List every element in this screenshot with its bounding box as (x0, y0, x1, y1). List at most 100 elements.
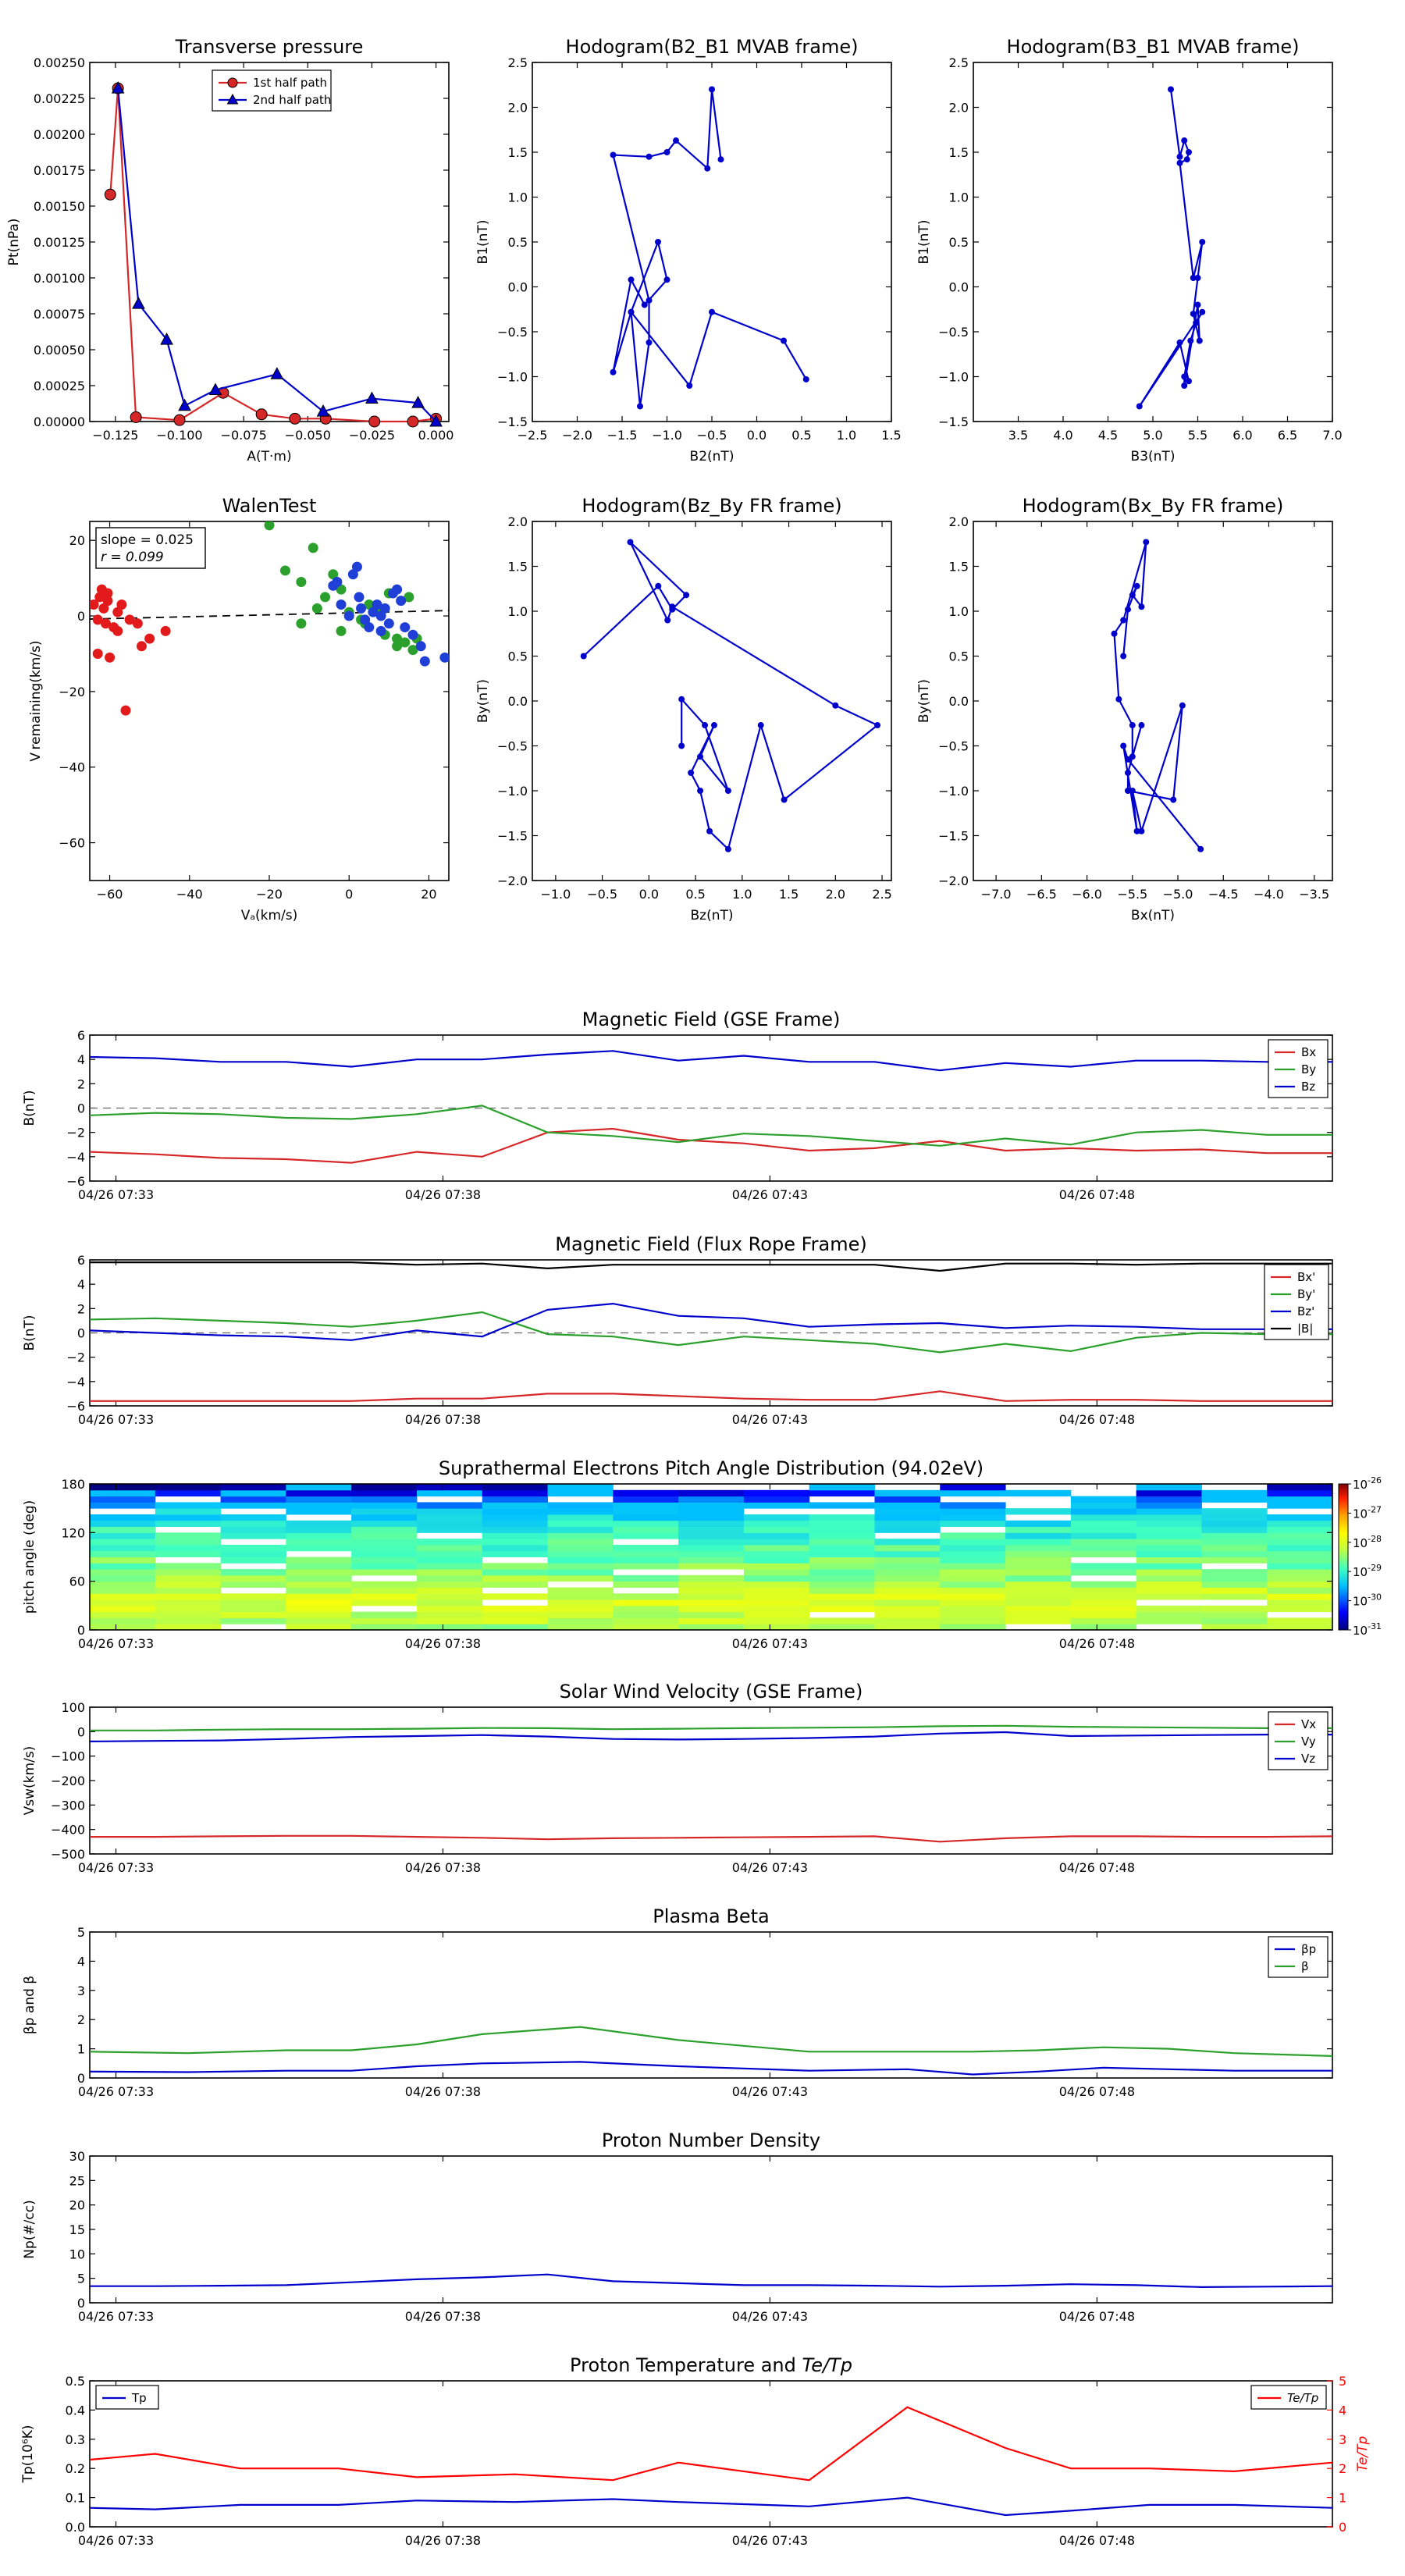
heatmap-cell (90, 1532, 156, 1539)
data-point (1186, 149, 1192, 155)
heatmap-cell (482, 1489, 549, 1497)
heatmap-cell (1136, 1496, 1202, 1503)
heatmap-cell (678, 1624, 745, 1631)
heatmap-cell (743, 1599, 810, 1606)
y-tick-label: 0.0 (66, 2520, 85, 2535)
colorbar-exponent: -28 (1368, 1534, 1382, 1544)
x-tick-label: −4.0 (1254, 887, 1284, 902)
heatmap-cell (482, 1508, 549, 1515)
heatmap-cell (874, 1611, 941, 1618)
heatmap-cell (90, 1539, 156, 1546)
data-point (1194, 275, 1201, 281)
heatmap-cell (90, 1574, 156, 1582)
heatmap-cell (90, 1599, 156, 1606)
heatmap-cell (1267, 1574, 1333, 1582)
heatmap-cell (482, 1605, 549, 1613)
legend-label: Tp (131, 2391, 147, 2405)
heatmap-cell (1201, 1508, 1268, 1515)
y-tick-label: −6 (66, 1399, 85, 1414)
x-tick-label: −0.5 (697, 428, 727, 443)
heatmap-cell (155, 1544, 222, 1552)
heatmap-cell (220, 1514, 286, 1521)
heatmap-cell (1136, 1557, 1202, 1564)
x-tick-label: 04/26 07:43 (732, 2084, 808, 2099)
heatmap-cell (1070, 1508, 1137, 1515)
panel-proton-number-density: Proton Number Density 0 5 10 15 20 25 30 04/26 0… (22, 2129, 1333, 2324)
heatmap-cell (1136, 1484, 1202, 1491)
heatmap-cell (1136, 1520, 1202, 1528)
data-point (1138, 722, 1145, 729)
x-tick-label: 04/26 07:43 (732, 2533, 808, 2548)
series-line (90, 1390, 1332, 1402)
heatmap-cell (286, 1599, 352, 1606)
chart-title: Plasma Beta (653, 1905, 769, 1927)
y-tick-label: 1.5 (508, 145, 528, 160)
heatmap-cell (1070, 1605, 1137, 1613)
heatmap-cell (1201, 1496, 1268, 1503)
annotation-text: r = 0.099 (101, 550, 164, 565)
y-axis-label: V remaining(km/s) (28, 640, 44, 761)
heatmap-cell (613, 1520, 679, 1528)
heatmap-cell (220, 1569, 286, 1576)
y-axis-label: Tp(10⁶K) (20, 2425, 36, 2483)
data-point (874, 722, 881, 729)
legend-marker (227, 77, 238, 88)
heatmap-cell (482, 1581, 549, 1588)
heatmap-cell (547, 1593, 614, 1600)
x-tick-label: 5.0 (1143, 428, 1162, 443)
heatmap-cell (482, 1611, 549, 1618)
y-tick-label: −20 (59, 685, 85, 699)
heatmap-cell (809, 1574, 875, 1582)
legend-label: Vx (1301, 1717, 1316, 1731)
y-tick-label: 100 (61, 1700, 85, 1715)
heatmap-cell (220, 1617, 286, 1624)
y-tick-label: −1.0 (497, 784, 528, 799)
y-axis-label: By(nT) (916, 679, 932, 723)
heatmap-cell (1070, 1550, 1137, 1557)
heatmap-cell (940, 1587, 1006, 1594)
heatmap-cell (940, 1617, 1006, 1624)
heatmap-cell (1267, 1514, 1333, 1521)
heatmap-cell (940, 1557, 1006, 1564)
heatmap-cell (1267, 1557, 1333, 1564)
scatter-point (116, 600, 127, 610)
heatmap-cell (1201, 1617, 1268, 1624)
scatter-point (328, 569, 339, 580)
y-tick-label: −2 (66, 1126, 85, 1140)
y-tick-label: 0.00025 (34, 379, 85, 393)
data-point (709, 308, 715, 315)
x-tick-label: 04/26 07:48 (1059, 1636, 1135, 1651)
heatmap-cell (155, 1599, 222, 1606)
data-point (1124, 788, 1131, 794)
heatmap-cell (482, 1550, 549, 1557)
heatmap-cell (155, 1624, 222, 1631)
y-tick-label: −1.5 (938, 829, 969, 844)
heatmap-cell (547, 1587, 614, 1594)
heatmap-cell (613, 1502, 679, 1509)
scatter-point (296, 576, 307, 587)
heatmap-cell (482, 1593, 549, 1600)
y-tick-label: 0.00050 (34, 343, 85, 358)
y-tick-label: 1.5 (508, 560, 528, 575)
x-tick-label: 3.5 (1008, 428, 1028, 443)
scatter-point (296, 618, 307, 629)
scatter-point (160, 625, 171, 636)
scatter-point (132, 618, 143, 629)
y-tick-label: 1.0 (949, 190, 969, 205)
scatter-point (343, 610, 354, 621)
heatmap-cell (1005, 1581, 1072, 1588)
heatmap-cell (351, 1557, 418, 1564)
heatmap-cell (1201, 1514, 1268, 1521)
scatter-point (407, 645, 418, 656)
chart-title: Hodogram(B3_B1 MVAB frame) (1007, 36, 1300, 58)
heatmap-cell (90, 1484, 156, 1491)
y-tick-label: 0.00075 (34, 307, 85, 322)
data-point (1183, 156, 1190, 163)
heatmap-cell (1070, 1599, 1137, 1606)
walen-plot-area (90, 521, 449, 716)
series-line (90, 2273, 1333, 2289)
y-tick-label: 1.5 (949, 145, 969, 160)
heatmap-cell (1005, 1574, 1072, 1582)
x-tick-label: 04/26 07:33 (78, 2084, 154, 2099)
heatmap-cell (743, 1587, 810, 1594)
